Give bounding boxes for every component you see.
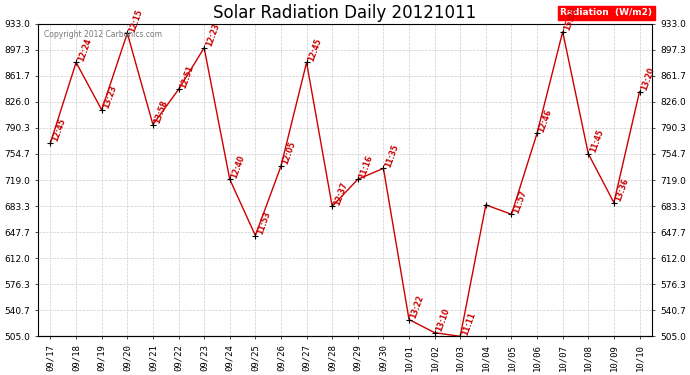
Text: 11:53: 11:53 bbox=[255, 210, 272, 236]
Text: 13:10: 13:10 bbox=[435, 307, 451, 333]
Text: 13:23: 13:23 bbox=[101, 84, 119, 110]
Text: 12:23: 12:23 bbox=[204, 22, 221, 48]
Text: 11:57: 11:57 bbox=[511, 189, 528, 214]
Text: 12:40: 12:40 bbox=[230, 153, 246, 179]
Text: 13:20: 13:20 bbox=[640, 66, 656, 92]
Title: Solar Radiation Daily 20121011: Solar Radiation Daily 20121011 bbox=[213, 4, 477, 22]
Text: 12:05: 12:05 bbox=[281, 141, 297, 166]
Text: Radiation  (W/m2): Radiation (W/m2) bbox=[560, 9, 652, 18]
Text: Copyright 2012 Carbonics.com: Copyright 2012 Carbonics.com bbox=[44, 30, 162, 39]
Text: 12:37: 12:37 bbox=[332, 180, 349, 206]
Text: 11:45: 11:45 bbox=[589, 128, 605, 154]
Text: 13:22: 13:22 bbox=[409, 294, 426, 320]
Text: 13:36: 13:36 bbox=[614, 177, 631, 203]
Text: 12:46: 12:46 bbox=[537, 108, 554, 133]
Text: 12:24: 12:24 bbox=[76, 37, 92, 62]
Text: 11:11: 11:11 bbox=[460, 310, 477, 336]
Text: 13:58: 13:58 bbox=[153, 99, 170, 124]
Text: 12:45: 12:45 bbox=[50, 117, 67, 143]
Text: 12:15: 12:15 bbox=[128, 8, 144, 33]
Text: 12:51: 12:51 bbox=[179, 64, 195, 90]
Text: 11:16: 11:16 bbox=[358, 153, 375, 179]
Text: 15:00: 15:00 bbox=[562, 6, 580, 32]
Text: 12:45: 12:45 bbox=[306, 37, 323, 62]
Text: 11:35: 11:35 bbox=[384, 143, 400, 168]
